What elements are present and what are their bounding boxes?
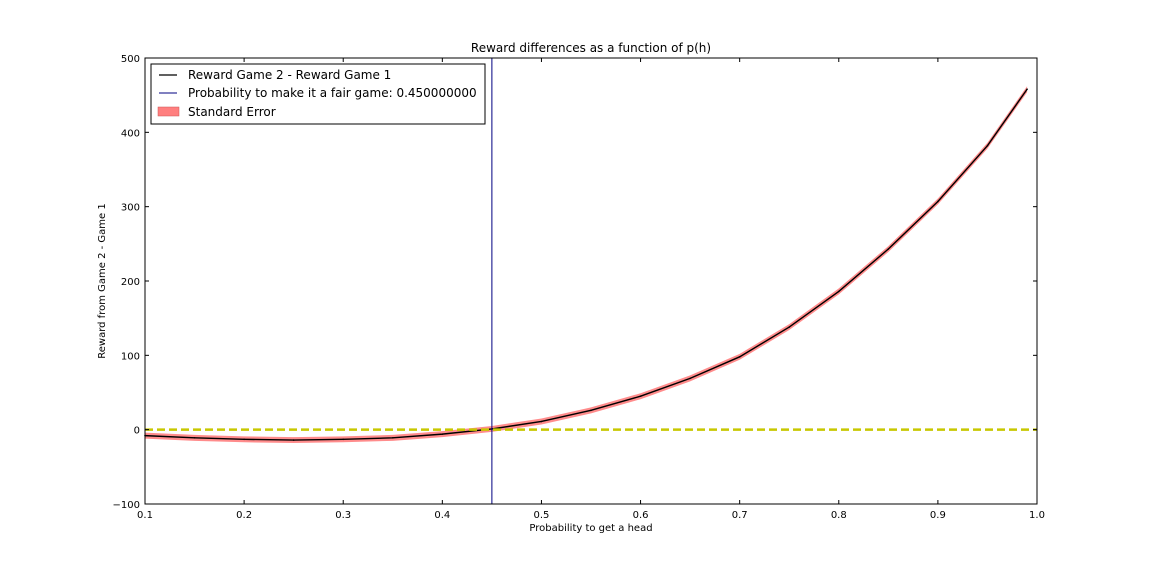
legend-label-standard-error: Standard Error: [188, 105, 276, 119]
x-tick-label: 0.5: [533, 510, 549, 521]
y-tick-label: 400: [121, 128, 140, 139]
legend: Reward Game 2 - Reward Game 1 Probabilit…: [150, 63, 486, 125]
data-point: [193, 437, 196, 439]
data-point: [738, 356, 741, 358]
x-tick-label: 1.0: [1029, 510, 1045, 521]
legend-label-difference: Reward Game 2 - Reward Game 1: [188, 68, 391, 82]
data-point: [590, 409, 592, 412]
data-point: [342, 438, 345, 441]
data-point: [887, 248, 890, 250]
data-point: [986, 144, 989, 147]
y-tick-label: 300: [121, 203, 140, 214]
data-point: [391, 437, 394, 439]
data-point: [788, 326, 791, 328]
y-tick-label: 500: [121, 54, 140, 65]
y-tick-label: 200: [121, 277, 140, 288]
chart-title: Reward differences as a function of p(h): [471, 41, 711, 55]
y-axis-title: Reward from Game 2 - Game 1: [97, 203, 108, 358]
reward-difference-line: [144, 88, 1028, 441]
data-point: [441, 433, 444, 435]
data-point: [689, 377, 691, 380]
x-tick-label: 0.8: [831, 510, 847, 521]
data-point: [639, 395, 642, 398]
standard-error-band: [145, 86, 1028, 444]
data-point: [1026, 88, 1028, 91]
x-tick-label: 0.1: [137, 510, 153, 521]
y-tick-label: −100: [113, 500, 140, 511]
legend-swatch-standard-error: [157, 106, 180, 117]
x-tick-label: 0.9: [930, 510, 946, 521]
legend-label-fair-game: Probability to make it a fair game: 0.45…: [188, 86, 477, 100]
x-axis-title: Probability to get a head: [529, 523, 652, 534]
x-tick-label: 0.2: [236, 510, 252, 521]
y-tick-label: 100: [121, 351, 140, 362]
data-point: [837, 290, 840, 293]
x-tick-label: 0.4: [434, 510, 450, 521]
data-point: [540, 420, 543, 423]
y-tick-label: 0: [134, 426, 140, 437]
data-point: [937, 200, 939, 203]
x-tick-label: 0.3: [335, 510, 351, 521]
x-tick-label: 0.6: [633, 510, 649, 521]
data-point: [292, 439, 295, 441]
x-tick-label: 0.7: [732, 510, 748, 521]
legend-box: [150, 63, 486, 125]
data-point: [243, 438, 245, 441]
